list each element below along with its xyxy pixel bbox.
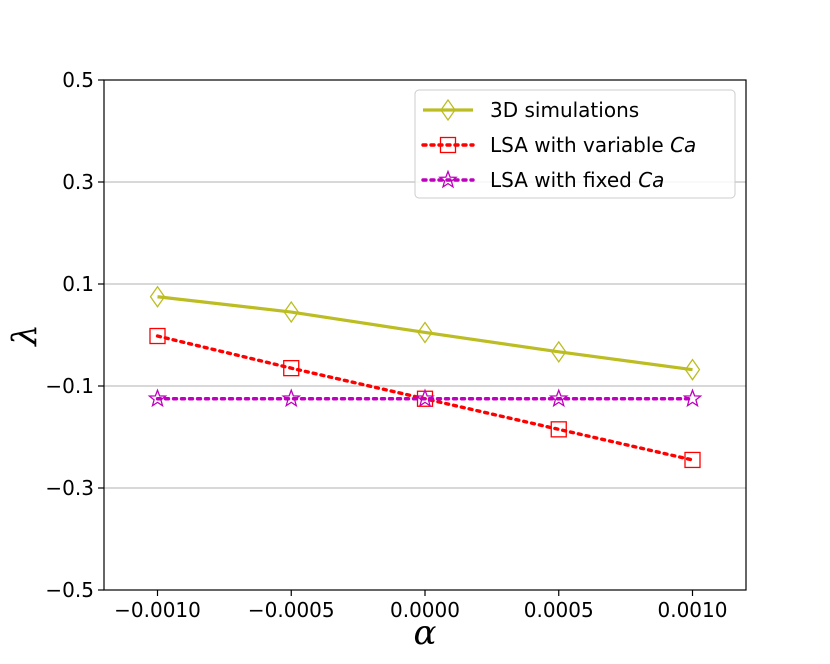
legend: 3D simulations LSA with variable Ca LSA wi… <box>414 89 736 199</box>
axis-ticks: −0.5 −0.3 −0.1 0.1 0.3 0.5 −0.0010 −0.0005 0.000… <box>45 68 727 622</box>
data-point <box>283 359 300 377</box>
x-tick-label: 0.0005 <box>524 598 594 622</box>
legend-entry: LSA with fixed Ca <box>421 168 664 192</box>
y-tick-label: −0.3 <box>45 476 94 500</box>
legend-label: LSA with variable Ca <box>490 133 696 157</box>
series-layer <box>147 285 703 469</box>
legend-marker <box>440 98 456 122</box>
data-point <box>684 358 701 381</box>
x-tick-label: 0.0010 <box>658 598 728 622</box>
series-2 <box>147 388 703 408</box>
data-point <box>682 388 703 408</box>
series-line <box>157 295 693 372</box>
legend-entry: LSA with variable Ca <box>421 133 696 157</box>
data-point <box>684 451 701 469</box>
x-tick-label: −0.0005 <box>248 598 335 622</box>
data-point <box>548 388 569 408</box>
data-point <box>149 327 166 345</box>
legend-label: 3D simulations <box>490 98 639 122</box>
data-point <box>149 285 166 308</box>
data-point <box>550 421 567 438</box>
data-point <box>550 340 567 363</box>
legend-marker <box>438 169 458 189</box>
y-tick-label: 0.1 <box>62 272 94 296</box>
legend-marker <box>439 136 457 154</box>
data-point <box>283 300 300 324</box>
y-tick-label: −0.1 <box>45 374 94 398</box>
x-tick-label: −0.0010 <box>114 598 201 622</box>
y-tick-label: 0.3 <box>62 170 94 194</box>
y-axis-label: λ <box>5 324 45 348</box>
legend-entry: 3D simulations <box>423 98 639 122</box>
y-tick-label: −0.5 <box>45 578 94 602</box>
data-point <box>415 388 435 408</box>
x-tick-label: 0.0000 <box>390 598 460 622</box>
x-axis-label: α <box>414 613 437 653</box>
data-point <box>417 321 433 344</box>
data-point <box>147 388 168 408</box>
data-point <box>281 388 302 408</box>
series-0 <box>149 285 701 381</box>
legend-label: LSA with fixed Ca <box>490 168 664 192</box>
legend-box <box>414 89 736 199</box>
y-tick-label: 0.5 <box>62 68 94 92</box>
